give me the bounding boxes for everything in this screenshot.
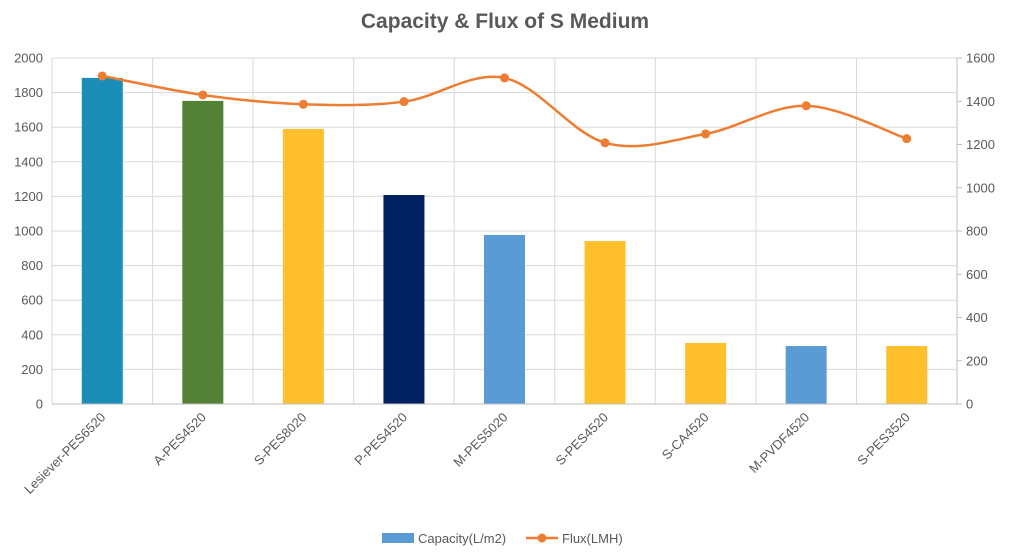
flux-point-lesiever-pes6520: [97, 71, 107, 81]
flux-line: [97, 71, 912, 148]
right-axis-tick-label: 200: [966, 353, 988, 368]
bar-capacity-m-pvdf4520: [785, 346, 827, 404]
right-axis-tick-label: 1400: [966, 94, 995, 109]
chart-title: Capacity & Flux of S Medium: [361, 10, 649, 33]
left-axis-tick-label: 200: [21, 362, 43, 377]
bar-capacity-s-pes8020: [282, 128, 324, 404]
left-axis-tick-label: 800: [21, 258, 43, 273]
x-axis-tick-label: S-PES8020: [251, 410, 310, 469]
right-axis-tick-label: 0: [966, 397, 973, 412]
bars: [81, 77, 928, 405]
flux-point-s-pes8020: [298, 99, 308, 109]
left-axis-tick-label: 1400: [14, 154, 43, 169]
flux-point-m-pvdf4520: [801, 101, 811, 111]
bar-capacity-p-pes4520: [383, 195, 425, 404]
legend[interactable]: Capacity(L/m2) Flux(LMH): [382, 531, 623, 546]
flux-point-s-ca4520: [701, 129, 711, 139]
x-axis-tick-label: A-PES4520: [150, 410, 209, 469]
x-axis-tick-label: Lesiever-PES6520: [21, 410, 108, 497]
flux-point-p-pes4520: [399, 97, 409, 107]
right-axis-tick-label: 800: [966, 224, 988, 239]
flux-point-s-pes3520: [902, 134, 912, 144]
x-axis-tick-label: S-PES3520: [854, 410, 913, 469]
right-axis-tick-label: 1000: [966, 180, 995, 195]
right-axis-tick-label: 1600: [966, 51, 995, 66]
bar-capacity-s-ca4520: [685, 342, 727, 404]
left-axis-tick-label: 1800: [14, 85, 43, 100]
left-axis-tick-label: 1000: [14, 224, 43, 239]
flux-point-s-pes4520: [600, 138, 610, 148]
right-axis-tick-label: 400: [966, 310, 988, 325]
left-axis-tick-label: 1600: [14, 120, 43, 135]
legend-marker-flux: [537, 533, 547, 543]
left-axis-tick-label: 400: [21, 327, 43, 342]
left-axis-tick-label: 1200: [14, 189, 43, 204]
right-axis-tick-label: 600: [966, 267, 988, 282]
x-axis-tick-label: S-PES4520: [553, 410, 612, 469]
bar-capacity-a-pes4520: [182, 100, 224, 405]
bar-capacity-lesiever-pes6520: [81, 77, 123, 405]
flux-point-a-pes4520: [198, 90, 208, 100]
legend-label-capacity: Capacity(L/m2): [418, 531, 506, 546]
legend-label-flux: Flux(LMH): [562, 531, 623, 546]
x-axis-tick-label: M-PES5020: [450, 410, 510, 470]
x-axis-tick-label: P-PES4520: [351, 410, 410, 469]
x-axis-tick-label: S-CA4520: [659, 410, 712, 463]
left-axis-tick-label: 600: [21, 293, 43, 308]
left-axis-tick-label: 2000: [14, 51, 43, 66]
bar-capacity-m-pes5020: [484, 234, 525, 404]
left-axis-tick-label: 0: [36, 397, 43, 412]
bar-capacity-s-pes4520: [584, 241, 626, 404]
bar-capacity-s-pes3520: [886, 346, 928, 404]
right-axis-tick-label: 1200: [966, 137, 995, 152]
x-axis-tick-label: M-PVDF4520: [746, 410, 812, 476]
legend-swatch-capacity: [382, 533, 414, 543]
flux-point-m-pes5020: [500, 73, 509, 83]
